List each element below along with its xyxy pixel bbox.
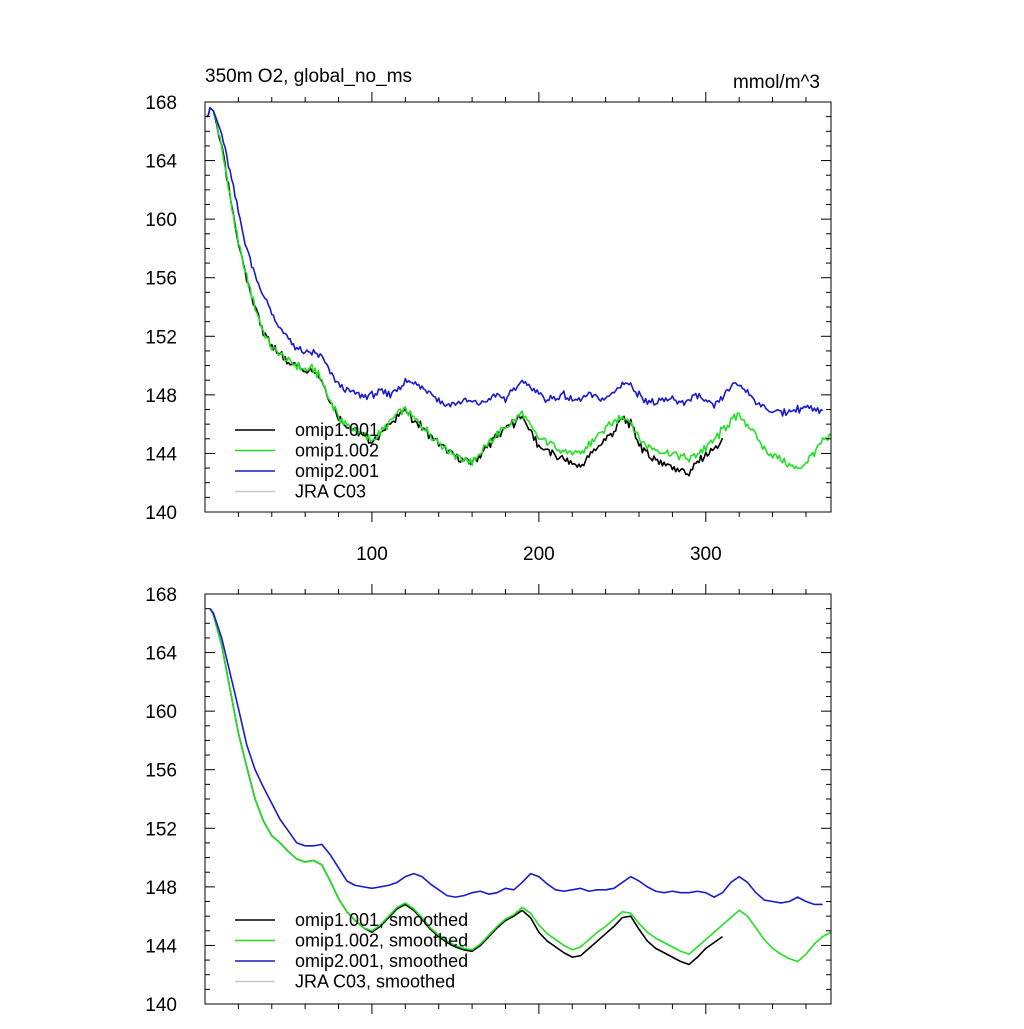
top-panel: 140 144 148 152 156 160 164 168 100 200 300 350m O2…: [145, 66, 832, 565]
series-line-0: [206, 107, 724, 477]
y-tick-label: 168: [145, 585, 177, 606]
y-tick-label: 148: [145, 386, 177, 407]
legend-label: omip2.001, smoothed: [295, 951, 468, 971]
series-line-2: [209, 608, 823, 906]
y-tick-label: 164: [145, 644, 177, 665]
y-tick-label: 164: [145, 152, 177, 173]
units-label: mmol/m^3: [733, 72, 820, 93]
y-tick-label: 160: [145, 210, 177, 231]
series-line-1: [206, 107, 832, 470]
legend-label: omip1.001, smoothed: [295, 910, 468, 930]
y-tick-label: 144: [145, 444, 177, 465]
legend-label: omip1.002, smoothed: [295, 931, 468, 951]
x-tick-label: 100: [356, 544, 388, 565]
y-tick-label: 152: [145, 327, 177, 348]
y-tick-label: 156: [145, 269, 177, 290]
y-tick-label: 144: [145, 936, 177, 957]
x-tick-label: 300: [690, 544, 722, 565]
y-tick-label: 140: [145, 995, 177, 1016]
y-tick-label: 140: [145, 503, 177, 524]
x-tick-label: 200: [523, 544, 555, 565]
series-line-2: [206, 107, 824, 417]
y-tick-label: 152: [145, 819, 177, 840]
series-line-1: [209, 608, 832, 963]
y-tick-label: 156: [145, 761, 177, 782]
y-tick-label: 160: [145, 702, 177, 723]
bottom-panel: 140 144 148 152 156 160 164 168 omip1.001, smoot…: [145, 584, 832, 1016]
y-tick-label: 168: [145, 93, 177, 114]
legend-label: omip2.001: [295, 461, 379, 481]
chart-title: 350m O2, global_no_ms: [205, 66, 412, 87]
legend-label: omip1.002: [295, 441, 379, 461]
legend-label: JRA C03, smoothed: [295, 972, 455, 992]
legend-label: JRA C03: [295, 482, 366, 502]
y-tick-label: 148: [145, 878, 177, 899]
legend-label: omip1.001: [295, 420, 379, 440]
